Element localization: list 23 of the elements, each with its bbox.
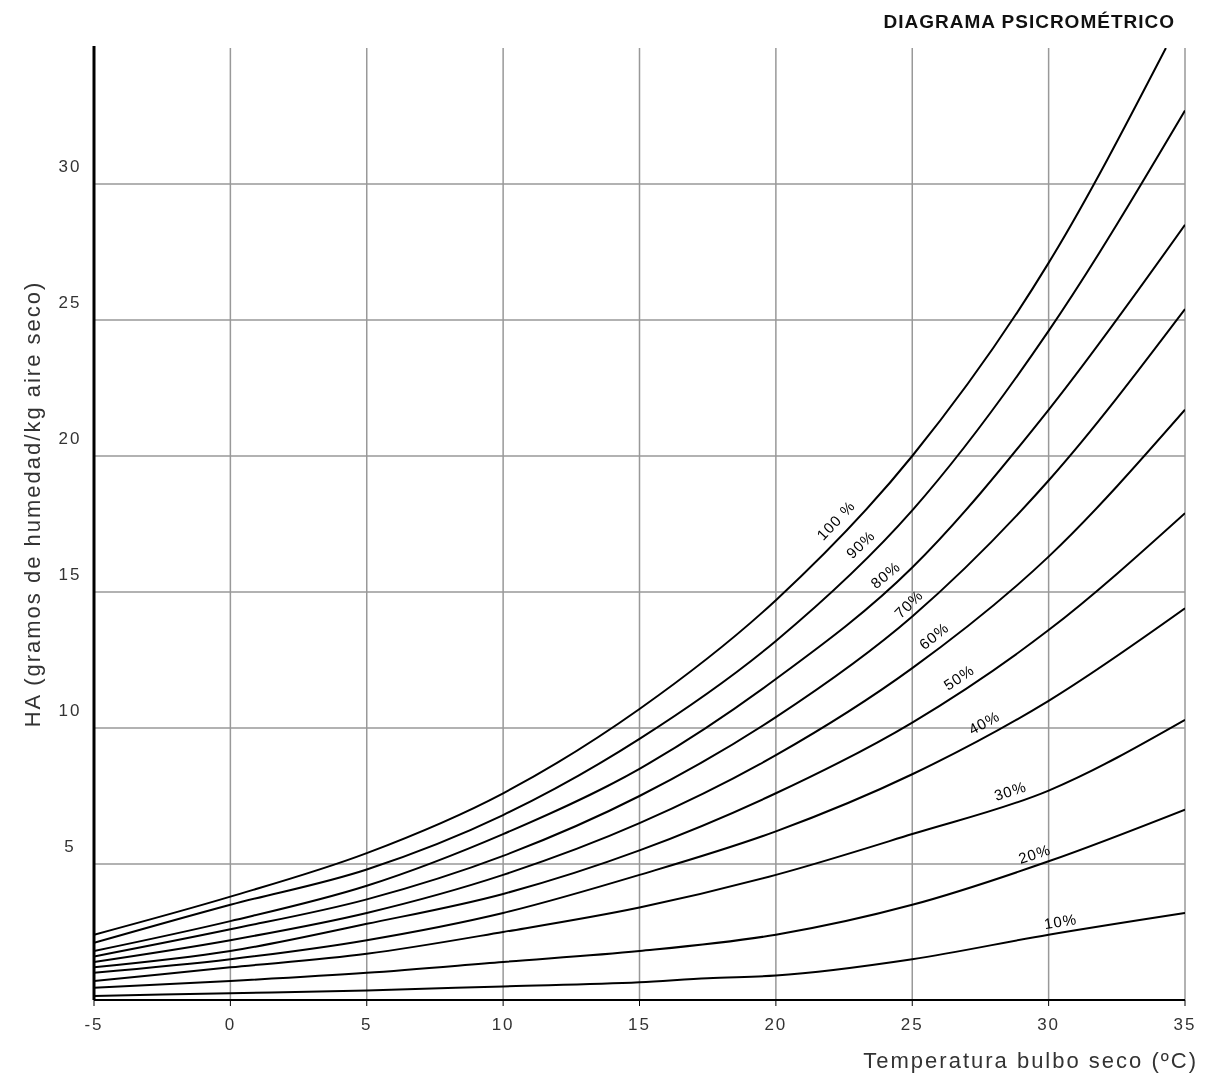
text: 40% xyxy=(965,707,1003,738)
text: 50% xyxy=(940,660,978,694)
y-tick-label: 5 xyxy=(64,837,76,856)
text: 10% xyxy=(1042,910,1079,933)
x-tick-label: 30 xyxy=(1037,1015,1061,1034)
y-tick-label: 10 xyxy=(58,701,82,720)
y-axis-title: HA (gramos de humedad/kg aire seco) xyxy=(20,280,45,728)
text: 30% xyxy=(991,777,1029,804)
y-tick-label: 20 xyxy=(58,429,82,448)
x-tick-label: 0 xyxy=(224,1015,237,1034)
text: 20% xyxy=(1016,840,1053,867)
x-tick-label: 5 xyxy=(361,1015,373,1034)
x-tick-label: 35 xyxy=(1173,1015,1197,1034)
x-axis-title: Temperatura bulbo seco (ºC) xyxy=(863,1048,1198,1073)
y-tick-label: 25 xyxy=(58,293,82,312)
chart-title: DIAGRAMA PSICROMÉTRICO xyxy=(883,11,1175,32)
y-tick-label: 15 xyxy=(58,565,82,584)
x-tick-label: 25 xyxy=(900,1015,924,1034)
x-tick-label: -5 xyxy=(84,1015,104,1034)
x-tick-label: 20 xyxy=(764,1015,788,1034)
y-tick-label: 30 xyxy=(58,157,82,176)
x-tick-label: 15 xyxy=(628,1015,651,1034)
x-tick-label: 10 xyxy=(491,1015,515,1034)
